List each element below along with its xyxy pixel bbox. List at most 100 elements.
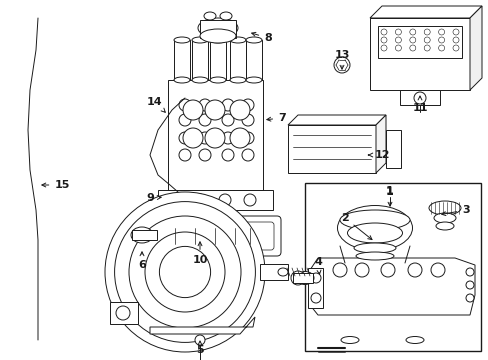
Circle shape [222,114,234,126]
Ellipse shape [198,18,238,38]
Ellipse shape [353,243,395,253]
Circle shape [407,263,421,277]
Text: 15: 15 [42,180,70,190]
Circle shape [116,306,130,320]
Circle shape [244,194,256,206]
Ellipse shape [245,77,262,83]
Bar [369,18,469,90]
Circle shape [395,45,401,51]
Ellipse shape [435,222,453,230]
Circle shape [179,114,191,126]
Ellipse shape [340,337,358,343]
Circle shape [169,194,181,206]
Circle shape [242,132,253,144]
Circle shape [204,100,224,120]
Bar [209,40,225,80]
Bar [110,302,138,324]
Polygon shape [287,115,385,125]
Circle shape [229,128,249,148]
Circle shape [409,45,415,51]
Bar [200,20,236,38]
Bar [174,40,190,80]
Bar [132,230,157,240]
Bar [377,26,461,58]
Circle shape [179,99,191,111]
Circle shape [465,268,473,276]
Circle shape [179,149,191,161]
Bar [192,40,207,80]
Polygon shape [469,6,481,90]
Ellipse shape [245,37,262,43]
Circle shape [333,57,349,73]
Circle shape [438,45,444,51]
Circle shape [354,263,368,277]
Circle shape [380,29,386,35]
Ellipse shape [192,77,207,83]
Circle shape [438,37,444,43]
Polygon shape [150,317,254,334]
Ellipse shape [131,227,153,243]
Circle shape [242,149,253,161]
FancyBboxPatch shape [151,216,281,256]
Circle shape [105,192,264,352]
Circle shape [194,194,205,206]
Ellipse shape [347,223,402,243]
Circle shape [438,29,444,35]
Ellipse shape [229,77,245,83]
Circle shape [199,149,210,161]
Bar [305,183,480,351]
Text: 5: 5 [196,341,203,355]
Circle shape [229,100,249,120]
Circle shape [465,281,473,289]
Text: 2: 2 [341,213,371,240]
Bar [260,264,287,280]
Ellipse shape [337,206,412,251]
Circle shape [452,45,458,51]
Text: 9: 9 [146,193,161,203]
Circle shape [423,29,429,35]
Circle shape [179,132,191,144]
Circle shape [452,29,458,35]
Text: 12: 12 [368,150,389,160]
Circle shape [222,132,234,144]
Circle shape [380,263,394,277]
Bar [168,80,263,190]
Circle shape [395,37,401,43]
Ellipse shape [142,231,152,239]
Circle shape [199,132,210,144]
Circle shape [409,29,415,35]
Circle shape [129,216,241,328]
FancyBboxPatch shape [158,222,273,250]
Ellipse shape [278,268,287,276]
Ellipse shape [174,37,190,43]
Circle shape [199,114,210,126]
Ellipse shape [209,37,225,43]
Ellipse shape [428,201,460,215]
Circle shape [242,114,253,126]
Circle shape [183,128,203,148]
Text: 8: 8 [251,32,271,43]
Ellipse shape [209,77,225,83]
Ellipse shape [220,12,231,20]
Ellipse shape [203,12,216,20]
Bar [158,190,272,210]
Circle shape [380,45,386,51]
Circle shape [183,100,203,120]
Ellipse shape [355,252,393,260]
Circle shape [430,263,444,277]
Polygon shape [309,258,474,315]
Circle shape [159,246,210,298]
Circle shape [114,202,255,342]
Circle shape [409,37,415,43]
Circle shape [452,37,458,43]
Text: 7: 7 [266,113,285,123]
Text: 6: 6 [138,252,145,270]
Circle shape [332,263,346,277]
Ellipse shape [192,37,207,43]
Circle shape [242,99,253,111]
Bar [307,268,323,308]
Circle shape [310,293,320,303]
Circle shape [423,45,429,51]
Ellipse shape [433,213,455,223]
Text: 13: 13 [334,50,349,69]
